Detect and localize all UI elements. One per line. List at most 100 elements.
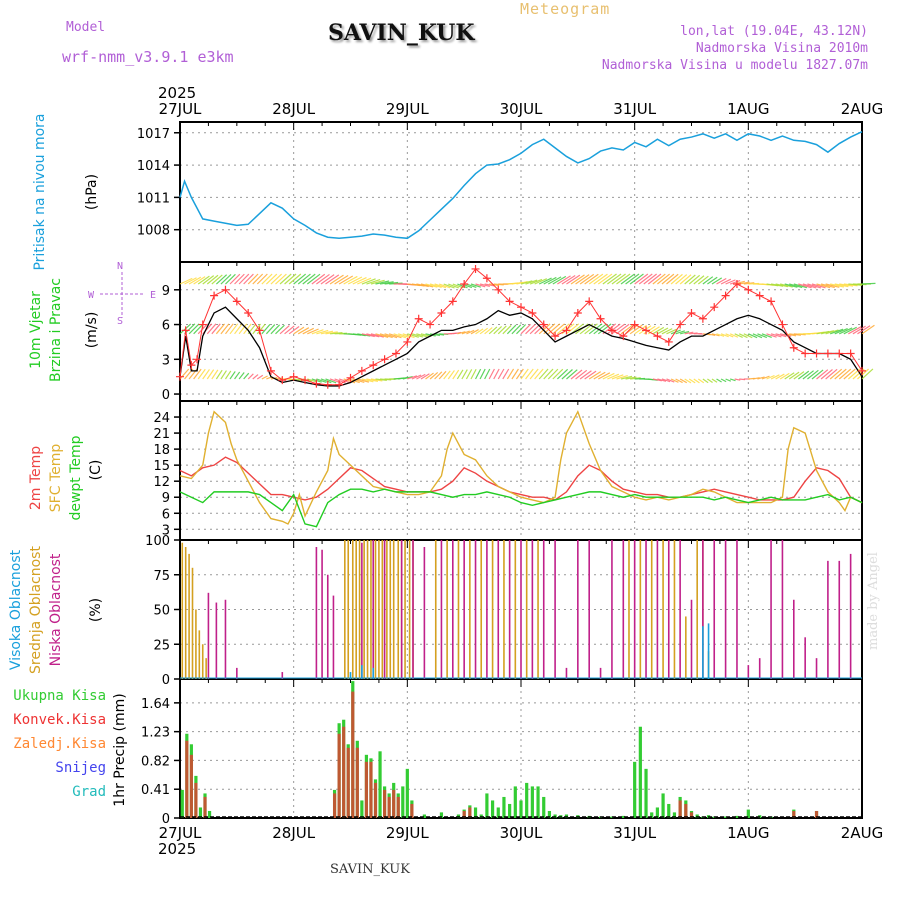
y-tick-label: 9 (162, 491, 170, 506)
convective-precip-bar (387, 796, 391, 818)
wind-arrow (202, 275, 215, 285)
convective-precip-bar (355, 747, 359, 818)
wind-arrow (643, 273, 658, 285)
wind-arrow (734, 378, 741, 381)
wind-gust-marker (607, 326, 616, 335)
wind-gust-marker (414, 314, 423, 323)
wind-gust-marker (346, 373, 355, 382)
total-precip-bar (422, 814, 426, 818)
wind-arrow (306, 273, 321, 285)
wind-gust-marker (482, 274, 491, 283)
wind-gust-marker (403, 337, 412, 346)
wind-speed-line (179, 306, 863, 387)
wind-arrow (407, 375, 418, 380)
wind-arrow (279, 273, 292, 285)
wind-gust-marker (266, 366, 275, 375)
y-tick-label: 24 (153, 411, 170, 426)
wind-arrow (802, 283, 817, 289)
y-tick-label: 1008 (137, 224, 170, 239)
y-tick-label: 1011 (137, 191, 170, 206)
wind-arrow (316, 329, 329, 335)
wind-arrow (416, 333, 428, 338)
wind-arrow (243, 273, 254, 285)
wind-arrow (475, 368, 482, 380)
total-precip-bar (473, 807, 478, 818)
wind-arrow (338, 275, 354, 285)
wind-arrow (379, 333, 393, 339)
wind-arrow (197, 368, 206, 380)
wind-gust-marker (835, 349, 844, 358)
wind-arrow (807, 283, 822, 289)
convective-precip-bar (194, 782, 198, 818)
convective-precip-bar (337, 733, 341, 818)
wind-arrow (729, 333, 739, 338)
wind-arrow (711, 277, 723, 285)
wind-gust-marker (596, 314, 605, 323)
wind-gust-marker (312, 379, 321, 388)
wind-arrow (343, 378, 356, 384)
legend-snow: Snijeg (55, 760, 106, 776)
wind-arrow (675, 378, 683, 384)
wind-arrow (193, 276, 206, 285)
wind-arrow (211, 274, 223, 285)
date-label-bottom: 27JUL (159, 824, 202, 842)
wind-arrow (488, 368, 495, 380)
sfc-temp-title: SFC Temp (48, 444, 64, 513)
date-label-bottom: 28JUL (272, 824, 315, 842)
wind-arrow (293, 326, 305, 335)
wind-arrow (707, 333, 716, 336)
wind-arrow (357, 277, 372, 285)
wind-arrow (848, 326, 862, 335)
wind-arrow (256, 273, 268, 285)
wind-arrow (825, 329, 839, 335)
convective-precip-bar (396, 796, 400, 818)
date-label-bottom: 1AUG (727, 824, 769, 842)
wind-arrow (325, 331, 338, 335)
date-label-bottom: 30JUL (500, 824, 543, 842)
wind-arrow (770, 374, 780, 380)
wind-arrow (766, 333, 777, 338)
wind-arrow (775, 373, 785, 380)
wind-gust-marker (391, 349, 400, 358)
convective-precip-bar (684, 803, 688, 818)
wind-arrow (534, 368, 544, 380)
wind-arrow (256, 374, 264, 380)
wind-arrow (861, 368, 874, 380)
convective-precip-bar (468, 807, 472, 818)
wind-arrow (388, 333, 402, 339)
wind-arrow (538, 323, 551, 335)
wind-arrow (525, 368, 534, 380)
y-tick-label: 9 (162, 284, 170, 299)
wind-arrow (366, 378, 379, 382)
wind-arrow (602, 372, 615, 380)
wind-arrow (511, 324, 522, 335)
wind-arrow (370, 378, 383, 382)
date-label-top: 30JUL (500, 100, 543, 118)
wind-arrow (629, 324, 643, 335)
wind-arrow (738, 333, 748, 339)
wind-arrow (288, 273, 302, 285)
wind-arrow (652, 326, 665, 335)
wind-gust-marker (210, 291, 219, 300)
date-label-top: 2AUG (841, 100, 883, 118)
wind-arrow (752, 377, 760, 380)
wind-arrow (652, 273, 666, 285)
model-name: wrf-nmm_v3.9.1 e3km (62, 48, 234, 66)
model-label: Model (66, 20, 106, 35)
wind-arrow (838, 368, 852, 380)
wind-arrow (265, 273, 278, 285)
wind-arrow (657, 378, 667, 382)
wind-arrow (616, 323, 630, 335)
wind-arrow (261, 375, 268, 380)
wind-arrow (520, 368, 529, 380)
wind-arrow (830, 283, 845, 288)
wind-arrow (470, 283, 481, 288)
wind-arrow (543, 368, 554, 380)
wind-arrow (725, 279, 736, 285)
wind-arrow (657, 273, 670, 285)
wind-arrow (829, 328, 844, 335)
wind-arrow (220, 370, 227, 380)
wind-arrow (661, 273, 675, 285)
wind-arrow (284, 325, 295, 335)
wind-arrow (780, 283, 793, 288)
